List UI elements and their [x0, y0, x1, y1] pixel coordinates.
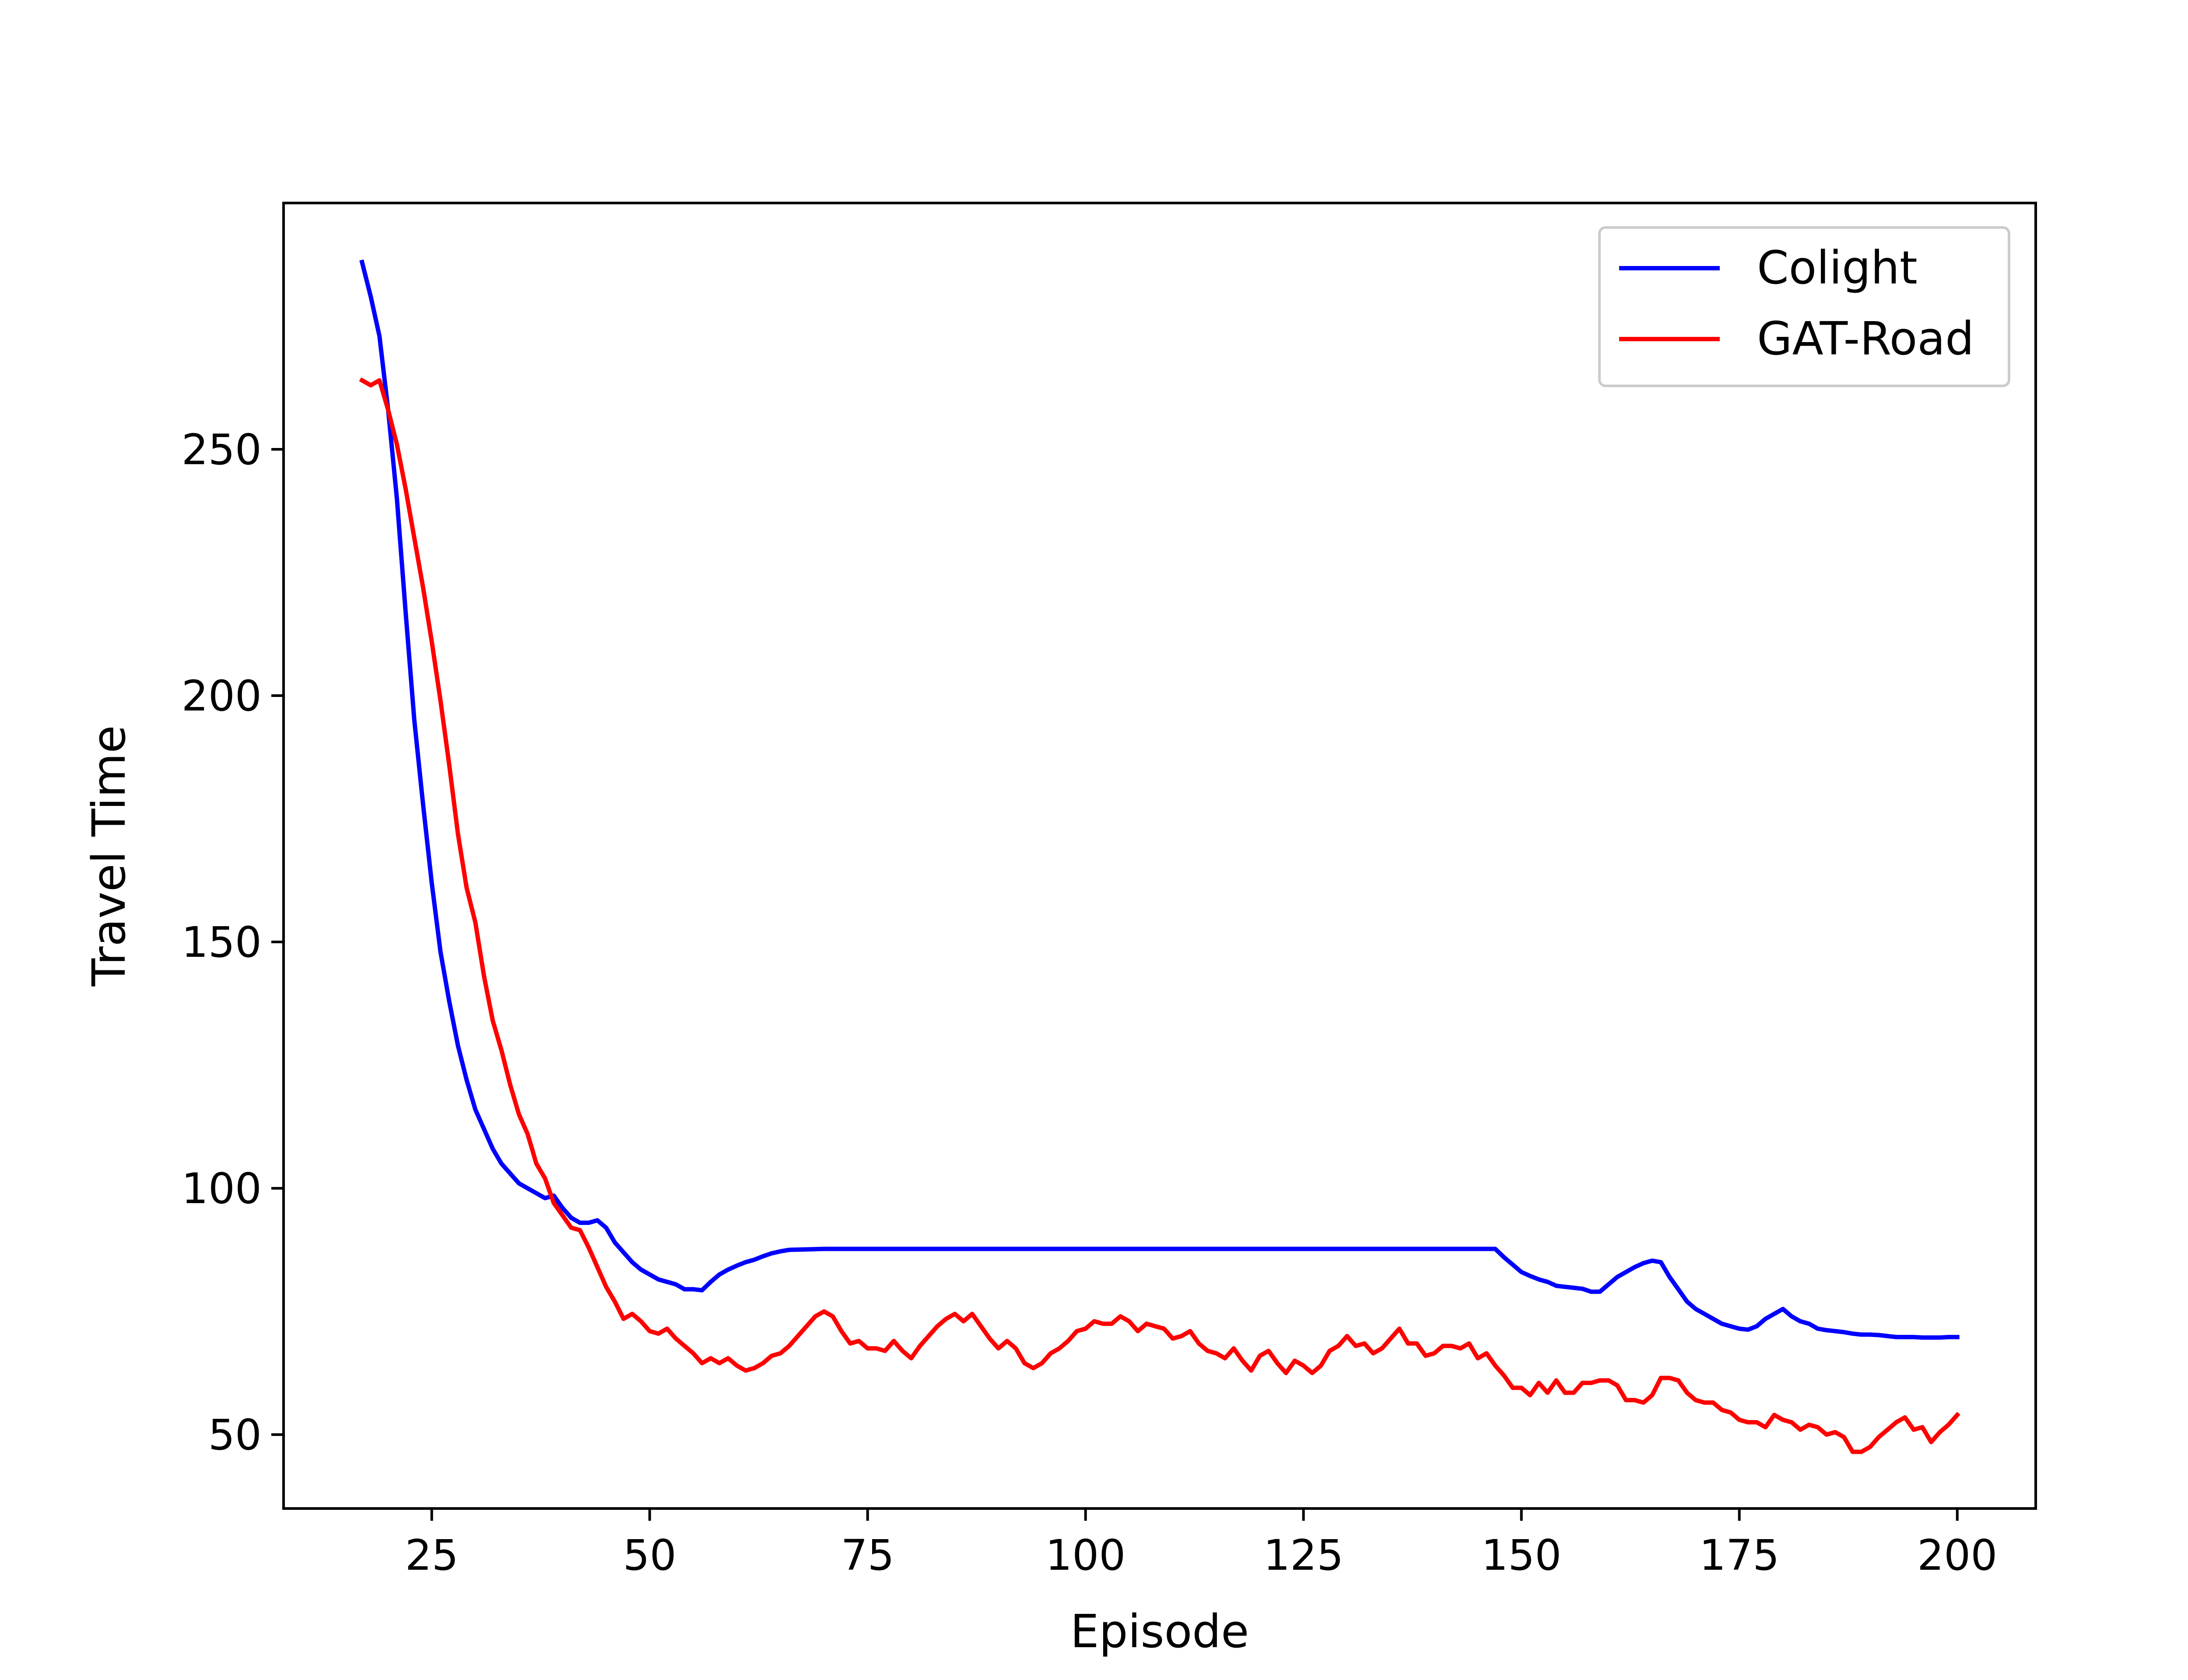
- x-tick-label-25: 25: [405, 1531, 459, 1580]
- series-line-colight: [359, 259, 1960, 1340]
- x-tick-label-150: 150: [1481, 1531, 1561, 1580]
- series-line-gat-road: [359, 377, 1960, 1454]
- y-tick-label-200: 200: [182, 672, 262, 721]
- series-layer: [359, 259, 1960, 1454]
- legend-label-colight: Colight: [1757, 241, 1918, 294]
- x-tick-label-75: 75: [841, 1531, 894, 1580]
- x-tick-label-50: 50: [623, 1531, 677, 1580]
- x-tick-label-175: 175: [1699, 1531, 1779, 1580]
- y-tick-label-150: 150: [182, 918, 262, 967]
- y-axis: 50 100 150 200 250: [182, 425, 284, 1460]
- x-tick-label-200: 200: [1917, 1531, 1997, 1580]
- plot-area: [284, 203, 2036, 1508]
- plot-frame: [282, 202, 2037, 1510]
- x-tick-label-125: 125: [1263, 1531, 1343, 1580]
- y-tick-label-250: 250: [182, 425, 262, 474]
- legend: Colight GAT-Road: [1598, 226, 2010, 387]
- x-tick-label-100: 100: [1045, 1531, 1126, 1580]
- y-tick-label-100: 100: [182, 1164, 262, 1213]
- y-tick-label-50: 50: [208, 1410, 262, 1460]
- x-axis-label: Episode: [1070, 1605, 1249, 1658]
- legend-label-gat-road: GAT-Road: [1757, 312, 1974, 365]
- x-axis: 25 50 75 100 125 150 175 200: [405, 1508, 1997, 1580]
- y-axis-label: Travel Time: [82, 725, 136, 987]
